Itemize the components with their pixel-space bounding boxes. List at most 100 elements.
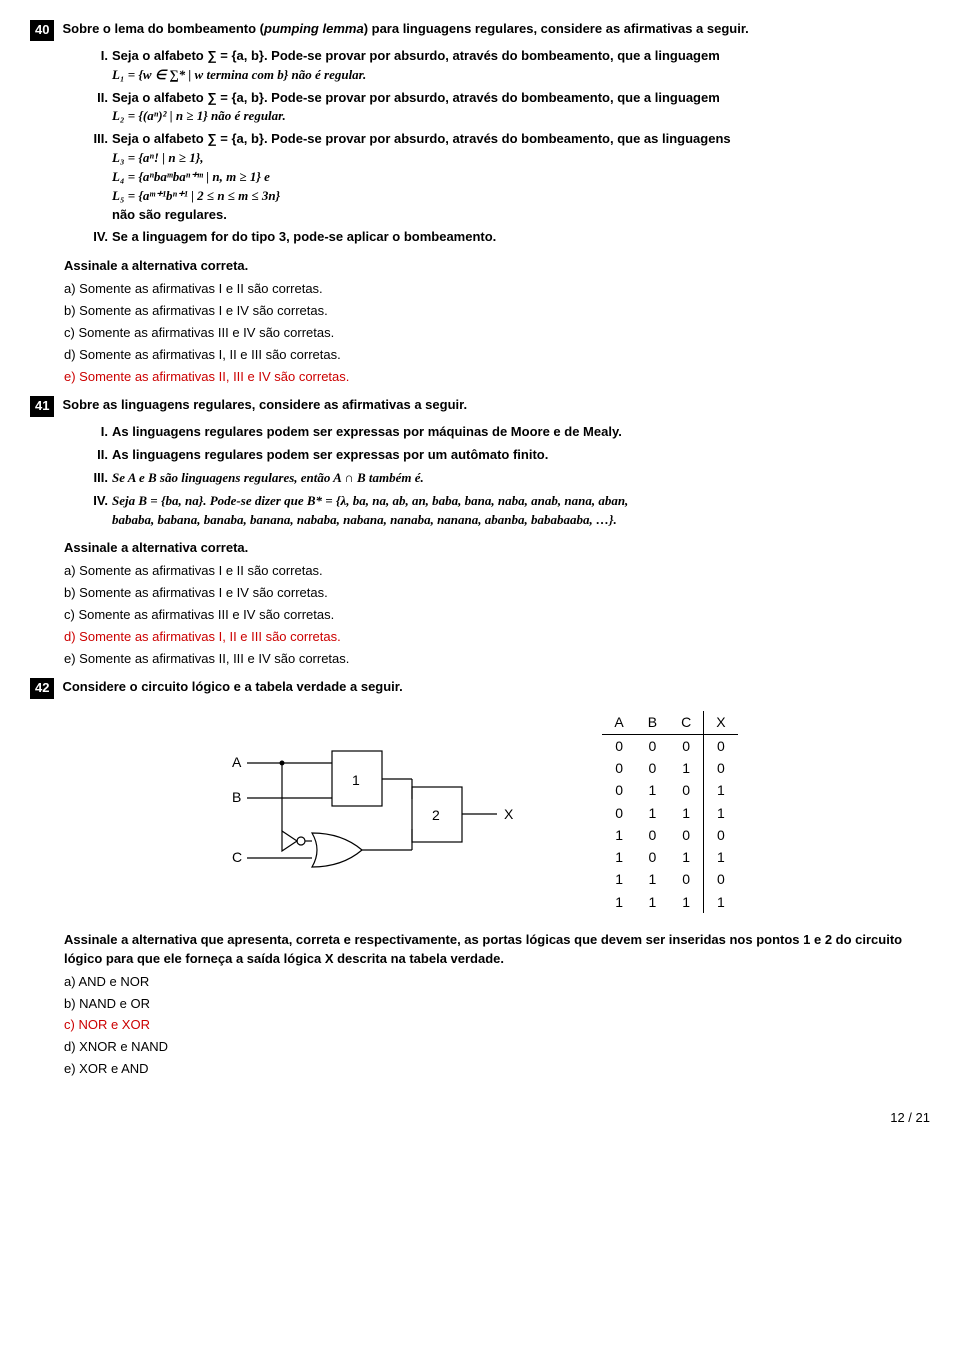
q41-item-IV: IV.Seja B = {ba, na}. Pode-se dizer que … [86,492,930,530]
q40-III-l3: L₃ = {aⁿ! | n ≥ 1}, [112,150,204,165]
tt-cell: 0 [602,734,635,757]
q40-opt-a: a) Somente as afirmativas I e II são cor… [64,280,930,299]
tt-cell: 1 [636,891,669,913]
gate-1-label: 1 [352,772,360,788]
tt-row: 0000 [602,734,737,757]
q41-assinale-block: Assinale a alternativa correta. a) Somen… [64,539,930,668]
q40-item-IV: IV.Se a linguagem for do tipo 3, pode-se… [86,228,930,247]
tt-row: 1000 [602,824,737,846]
q40-item-III: III.Seja o alfabeto ∑ = {a, b}. Pode-se … [86,130,930,224]
truth-table: ABCX 00000010010101111000101111001111 [602,711,737,913]
q41-assinale: Assinale a alternativa correta. [64,539,930,558]
q40-opt-e: e) Somente as afirmativas II, III e IV s… [64,368,930,387]
tt-cell: 1 [602,891,635,913]
q40-prompt-a: Sobre o lema do bombeamento ( [62,21,264,36]
circuit-label-B: B [232,789,241,805]
question-41-prompt: Sobre as linguagens regulares, considere… [62,396,930,415]
q42-instruction: Assinale a alternativa que apresenta, co… [64,931,930,969]
tt-cell: 0 [636,846,669,868]
q42-opt-d: d) XNOR e NAND [64,1038,930,1057]
tt-cell: 1 [636,802,669,824]
tt-cell: 0 [669,734,704,757]
tt-cell: 0 [704,734,738,757]
tt-cell: 1 [602,846,635,868]
q40-prompt-italic: pumping lemma [264,21,364,36]
circuit-output-label: X [504,806,514,822]
tt-cell: 0 [704,868,738,890]
q40-I-b: L₁ = {w ∈ ∑* | w termina com b} não é re… [112,67,366,82]
q40-body: I.Seja o alfabeto ∑ = {a, b}. Pode-se pr… [86,47,930,247]
tt-cell: 0 [602,779,635,801]
tt-cell: 0 [669,824,704,846]
q40-assinale-block: Assinale a alternativa correta. a) Somen… [64,257,930,386]
gate-2-label: 2 [432,807,440,823]
tt-cell: 0 [669,868,704,890]
tt-cell: 1 [669,891,704,913]
tt-cell: 1 [602,868,635,890]
tt-cell: 1 [602,824,635,846]
q41-item-II: II.As linguagens regulares podem ser exp… [86,446,930,465]
tt-cell: 1 [704,802,738,824]
tt-cell: 0 [636,734,669,757]
q40-II-a: Seja o alfabeto ∑ = {a, b}. Pode-se prov… [112,90,720,105]
tt-cell: 1 [636,779,669,801]
q41-body: I.As linguagens regulares podem ser expr… [86,423,930,529]
tt-cell: 0 [636,824,669,846]
tt-header: C [669,711,704,734]
q42-opt-a: a) AND e NOR [64,973,930,992]
q42-opt-b: b) NAND e OR [64,995,930,1014]
q42-instr-block: Assinale a alternativa que apresenta, co… [64,931,930,1079]
tt-header: A [602,711,635,734]
tt-cell: 0 [602,802,635,824]
tt-cell: 1 [704,891,738,913]
q41-IV-a: Seja B = {ba, na}. Pode-se dizer que B* … [112,493,628,508]
q40-item-I: I.Seja o alfabeto ∑ = {a, b}. Pode-se pr… [86,47,930,85]
q41-IV-b: bababa, babana, banaba, banana, nababa, … [112,512,617,527]
tt-row: 1111 [602,891,737,913]
q41-II: As linguagens regulares podem ser expres… [112,447,548,462]
tt-cell: 0 [602,757,635,779]
tt-row: 0010 [602,757,737,779]
tt-row: 1100 [602,868,737,890]
q40-III-a: Seja o alfabeto ∑ = {a, b}. Pode-se prov… [112,131,731,146]
q40-IV: Se a linguagem for do tipo 3, pode-se ap… [112,229,496,244]
tt-row: 1011 [602,846,737,868]
tt-cell: 0 [669,779,704,801]
tt-cell: 1 [669,757,704,779]
q41-opt-c: c) Somente as afirmativas III e IV são c… [64,606,930,625]
circuit-label-C: C [232,849,242,865]
question-number-42: 42 [30,678,54,699]
q40-III-c: não são regulares. [112,207,227,222]
q41-III: Se A e B são linguagens regulares, então… [112,470,424,485]
q40-opt-c: c) Somente as afirmativas III e IV são c… [64,324,930,343]
q40-opt-b: b) Somente as afirmativas I e IV são cor… [64,302,930,321]
tt-cell: 0 [704,824,738,846]
q40-item-II: II.Seja o alfabeto ∑ = {a, b}. Pode-se p… [86,89,930,127]
q41-opt-a: a) Somente as afirmativas I e II são cor… [64,562,930,581]
tt-row: 0101 [602,779,737,801]
tt-cell: 1 [636,868,669,890]
q42-opt-c: c) NOR e XOR [64,1016,930,1035]
q42-opt-e: e) XOR e AND [64,1060,930,1079]
q40-III-l4: L₄ = {aⁿbaᵐbaⁿ⁺ᵐ | n, m ≥ 1} e [112,169,270,184]
q40-III-l5: L₅ = {aᵐ⁺¹bⁿ⁺¹ | 2 ≤ n ≤ m ≤ 3n} [112,188,280,203]
question-number-40: 40 [30,20,54,41]
q40-I-a: Seja o alfabeto ∑ = {a, b}. Pode-se prov… [112,48,720,63]
q40-opt-d: d) Somente as afirmativas I, II e III sã… [64,346,930,365]
tt-cell: 0 [636,757,669,779]
tt-cell: 1 [704,779,738,801]
q41-opt-d: d) Somente as afirmativas I, II e III sã… [64,628,930,647]
q40-prompt-b: ) para linguagens regulares, considere a… [364,21,749,36]
question-40-prompt: Sobre o lema do bombeamento (pumping lem… [62,20,930,39]
circuit-label-A: A [232,754,242,770]
q42-figure-row: .w{stroke:#000;stroke-width:1.2;fill:non… [30,711,930,913]
tt-header: B [636,711,669,734]
q41-I: As linguagens regulares podem ser expres… [112,424,622,439]
question-42-prompt: Considere o circuito lógico e a tabela v… [62,678,930,697]
q41-opt-e: e) Somente as afirmativas II, III e IV s… [64,650,930,669]
tt-cell: 1 [669,846,704,868]
tt-cell: 0 [704,757,738,779]
circuit-diagram: .w{stroke:#000;stroke-width:1.2;fill:non… [222,737,522,887]
tt-header: X [704,711,738,734]
q40-assinale: Assinale a alternativa correta. [64,257,930,276]
